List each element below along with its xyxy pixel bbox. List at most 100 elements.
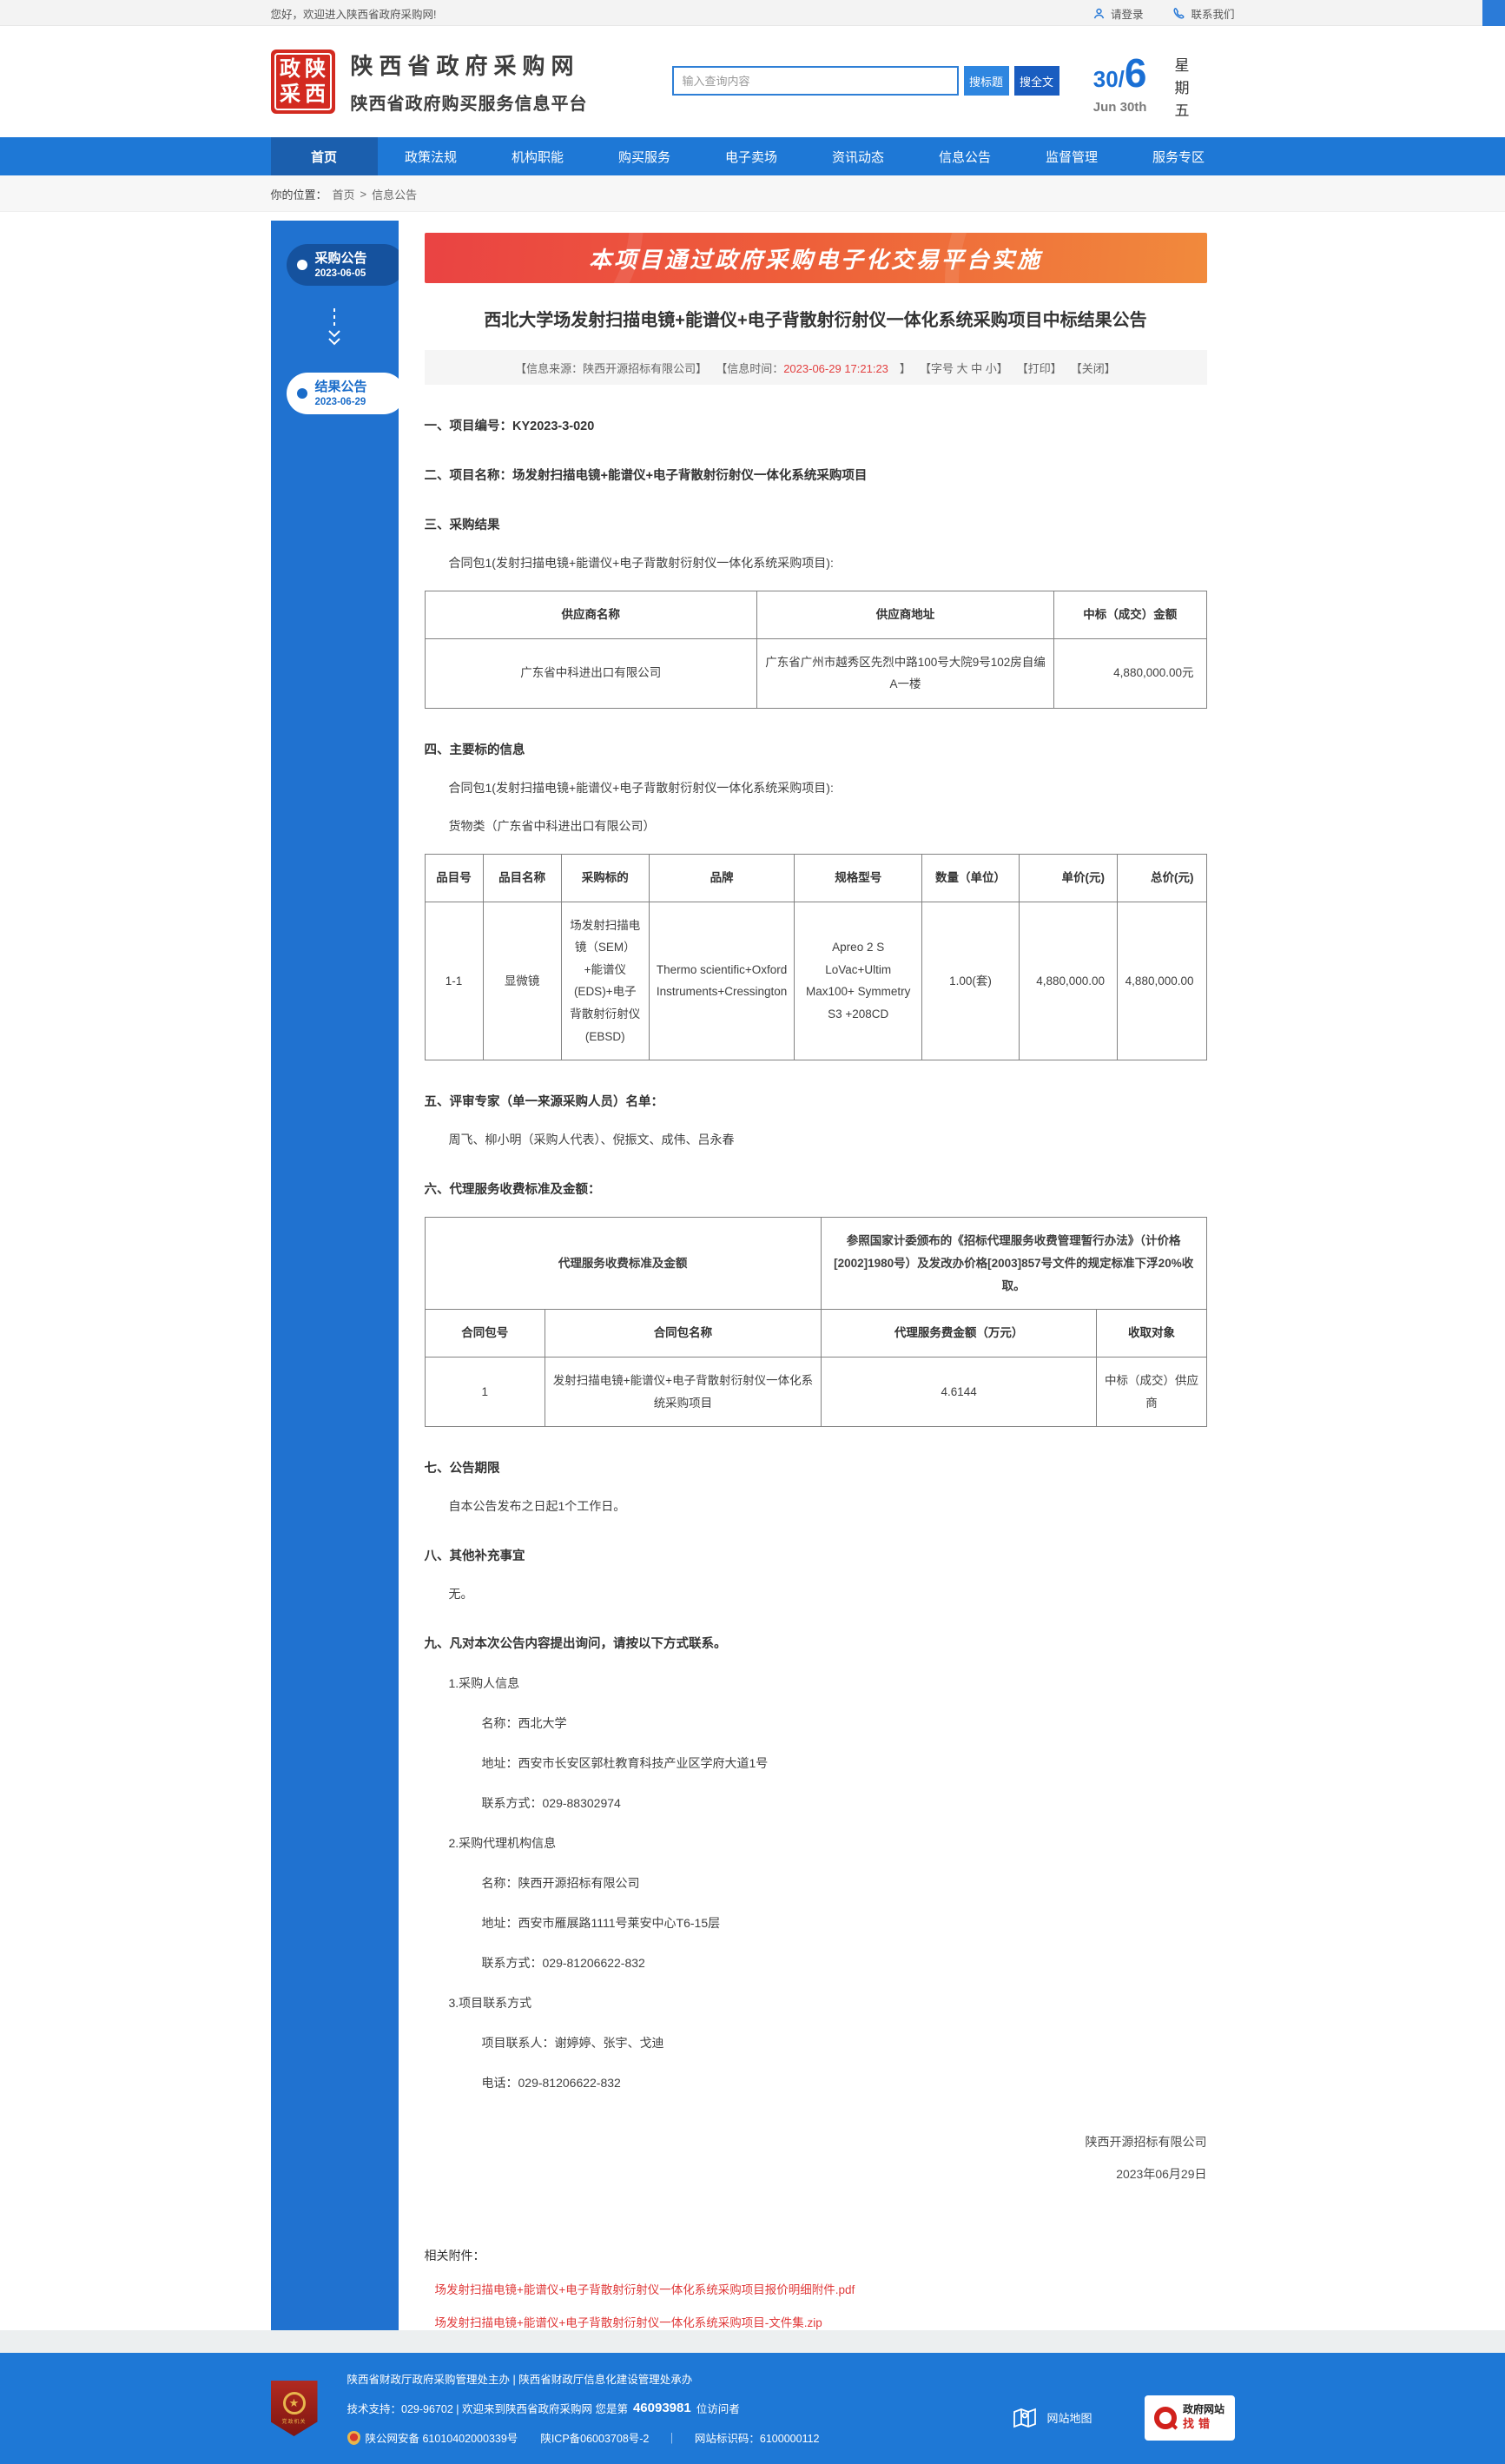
nav-item-home[interactable]: 首页 xyxy=(270,137,378,175)
login-label: 请登录 xyxy=(1110,8,1144,21)
sidebar-item-date: 2023-06-29 xyxy=(314,397,366,407)
column-header: 品牌 xyxy=(648,853,795,902)
breadcrumb-sep: > xyxy=(360,187,367,201)
page-title: 西北大学场发射扫描电镜+能谱仪+电子背散射衍射仪一体化系统采购项目中标结果公告 xyxy=(484,311,1147,330)
nav-item-emall[interactable]: 电子卖场 xyxy=(724,149,777,165)
items-table: 品目号 品目名称 采购标的 品牌 规格型号 数量（单位） 单价(元) 总价(元)… xyxy=(424,853,1207,1061)
sidebar-item-label: 结果公告 xyxy=(314,380,367,394)
footer-support-prefix: 技术支持：029-96702 | 欢迎来到陕西省政府采购网 您是第 xyxy=(347,2403,628,2416)
breadcrumb-current[interactable]: 信息公告 xyxy=(372,188,418,201)
nav-item-functions[interactable]: 机构职能 xyxy=(511,149,564,165)
government-badge-icon: ★ 党政机关 xyxy=(270,2381,318,2437)
agency-info-title: 2.采购代理机构信息 xyxy=(448,1836,557,1851)
attachment-link-pdf[interactable]: 场发射扫描电镜+能谱仪+电子背散射衍射仪一体化系统采购项目报价明细附件.pdf xyxy=(434,2283,855,2297)
site-name: 陕西省政府采购网 xyxy=(350,53,580,79)
column-header: 代理服务费金额（万元） xyxy=(820,1309,1098,1358)
supplier-table: 供应商名称 供应商地址 中标（成交）金额 广东省中科进出口有限公司 广东省广州市… xyxy=(424,591,1207,709)
visitor-count: 46093981 xyxy=(632,2401,691,2416)
logo-char: 采 xyxy=(280,82,300,106)
phone-icon xyxy=(1173,7,1185,18)
government-badge-label: 党政机关 xyxy=(281,2420,307,2426)
sitemap-link[interactable]: 网站地图 xyxy=(1012,2405,1092,2431)
font-size-control[interactable]: 【字号 大 中 小】 xyxy=(919,361,1008,375)
brand-cell: Thermo scientific+Oxford Instruments+Cre… xyxy=(648,901,795,1061)
unit-price-cell: 4,880,000.00 xyxy=(1018,901,1119,1061)
announcement-period-text: 自本公告发布之日起1个工作日。 xyxy=(448,1499,626,1514)
contact-line: 地址：西安市雁展路1111号莱安中心T6-15层 xyxy=(481,1916,721,1931)
footer-support-line: 技术支持：029-96702 | 欢迎来到陕西省政府采购网 您是第 460939… xyxy=(347,2400,820,2416)
contract-package-note: 合同包1(发射扫描电镜+能谱仪+电子背散射衍射仪一体化系统采购项目): xyxy=(448,556,834,570)
breadcrumb-home-link[interactable]: 首页 xyxy=(332,188,355,201)
section-2-heading: 二、项目名称：场发射扫描电镜+能谱仪+电子背散射衍射仪一体化系统采购项目 xyxy=(424,469,868,483)
nav-item-service-zone[interactable]: 服务专区 xyxy=(1152,149,1205,165)
meta-time-value: 2023-06-29 17:21:23 xyxy=(783,361,888,375)
award-amount-cell: 4,880,000.00元 xyxy=(1053,637,1207,709)
icp-beian-link[interactable]: 陕ICP备06003708号-2 xyxy=(540,2433,650,2446)
footer-beian-line: 陕公网安备 61010402000339号 陕ICP备06003708号-2 ｜… xyxy=(347,2429,820,2446)
article-content: 本项目通过政府采购电子化交易平台实施 西北大学场发射扫描电镜+能谱仪+电子背散射… xyxy=(398,221,1235,2331)
section-4-heading: 四、主要标的信息 xyxy=(424,743,525,757)
table-row: 1 发射扫描电镜+能谱仪+电子背散射衍射仪一体化系统采购项目 4.6144 中标… xyxy=(424,1356,1207,1428)
contact-label: 联系我们 xyxy=(1191,8,1235,21)
search-input[interactable] xyxy=(671,66,959,96)
other-matters-text: 无。 xyxy=(448,1587,473,1602)
attachments-block: 相关附件： 场发射扫描电镜+能谱仪+电子背散射衍射仪一体化系统采购项目报价明细附… xyxy=(425,2247,1207,2330)
agency-fee-cell: 4.6144 xyxy=(820,1356,1098,1428)
topbar-corner-widget[interactable] xyxy=(1482,0,1505,26)
sidebar-item-procurement-notice[interactable]: 采购公告 2023-06-05 xyxy=(286,244,405,286)
goods-category-note: 货物类（广东省中科进出口有限公司） xyxy=(448,818,656,833)
column-header: 单价(元) xyxy=(1018,853,1119,902)
section-9-heading: 九、凡对本次公告内容提出询问，请按以下方式联系。 xyxy=(424,1637,727,1652)
beian-divider: ｜ xyxy=(666,2433,677,2446)
section-5-heading: 五、评审专家（单一来源采购人员）名单： xyxy=(424,1095,664,1110)
meta-time: 【信息时间：2023-06-29 17:21:23 】 xyxy=(716,360,911,376)
site-logo[interactable]: 政 陕 采 西 xyxy=(270,50,335,114)
footer: ★ 党政机关 陕西省财政厅政府采购管理处主办 | 陕西省财政厅信息化建设管理处承… xyxy=(0,2353,1505,2464)
site-subtitle: 陕西省政府购买服务信息平台 xyxy=(350,95,588,114)
project-contact-title: 3.项目联系方式 xyxy=(448,1996,532,2011)
nav-item-announcements[interactable]: 信息公告 xyxy=(938,149,991,165)
package-name-cell: 发射扫描电镜+能谱仪+电子背散射衍射仪一体化系统采购项目 xyxy=(545,1356,822,1428)
contact-line: 名称：西北大学 xyxy=(481,1716,567,1731)
footer-organizer-line: 陕西省财政厅政府采购管理处主办 | 陕西省财政厅信息化建设管理处承办 xyxy=(347,2374,693,2387)
police-beian-link[interactable]: 陕公网安备 61010402000339号 xyxy=(365,2433,518,2446)
login-link[interactable]: 请登录 xyxy=(1092,5,1144,22)
search-title-button[interactable]: 搜标题 xyxy=(963,66,1009,96)
logo-char: 西 xyxy=(305,82,326,106)
nav-item-news[interactable]: 资讯动态 xyxy=(831,149,884,165)
contact-link[interactable]: 联系我们 xyxy=(1172,5,1235,22)
table-row: 广东省中科进出口有限公司 广东省广州市越秀区先烈中路100号大院9号102房自编… xyxy=(424,637,1207,709)
date-month: 6 xyxy=(1124,50,1147,96)
site-code-label: 网站标识码：6100000112 xyxy=(694,2433,820,2446)
footer-support-suffix: 位访问者 xyxy=(696,2403,740,2416)
contact-info: 1.采购人信息 名称：西北大学 地址：西安市长安区郭杜教育科技产业区学府大道1号… xyxy=(449,1675,1207,2091)
section-8-heading: 八、其他补充事宜 xyxy=(424,1549,525,1564)
meta-time-prefix: 【信息时间： xyxy=(716,361,784,375)
signature-company: 陕西开源招标有限公司 xyxy=(1085,2135,1207,2150)
arrow-down-icon xyxy=(328,308,340,346)
close-button[interactable]: 【关闭】 xyxy=(1070,361,1116,375)
nav-item-supervision[interactable]: 监督管理 xyxy=(1045,149,1098,165)
nav-item-purchase-services[interactable]: 购买服务 xyxy=(617,149,670,165)
user-icon xyxy=(1093,8,1105,18)
column-header: 合同包号 xyxy=(424,1309,546,1358)
search-bar: 搜标题 搜全文 xyxy=(671,66,1059,96)
item-no-cell: 1-1 xyxy=(424,901,484,1061)
timeline-dot-icon xyxy=(296,260,307,270)
gov-site-error-report-badge[interactable]: 政府网站 找错 xyxy=(1144,2395,1235,2441)
attachment-link-zip[interactable]: 场发射扫描电镜+能谱仪+电子背散射衍射仪一体化系统采购项目-文件集.zip xyxy=(434,2316,822,2330)
meta-time-suffix: 】 xyxy=(888,361,911,375)
print-button[interactable]: 【打印】 xyxy=(1016,361,1062,375)
attachments-label: 相关附件： xyxy=(424,2249,485,2263)
nav-item-policies[interactable]: 政策法规 xyxy=(404,149,457,165)
purchaser-info-title: 1.采购人信息 xyxy=(448,1676,520,1691)
total-price-cell: 4,880,000.00 xyxy=(1117,901,1207,1061)
section-7-heading: 七、公告期限 xyxy=(424,1462,500,1476)
sidebar-item-result-notice[interactable]: 结果公告 2023-06-29 xyxy=(286,373,405,414)
quantity-cell: 1.00(套) xyxy=(921,901,1020,1061)
article-meta-bar: 【信息来源：陕西开源招标有限公司】 【信息时间：2023-06-29 17:21… xyxy=(424,350,1207,385)
signature-date: 2023年06月29日 xyxy=(1116,2166,1207,2181)
search-fulltext-button[interactable]: 搜全文 xyxy=(1013,66,1059,96)
meta-source: 【信息来源：陕西开源招标有限公司】 xyxy=(515,361,708,375)
item-name-cell: 显微镜 xyxy=(482,901,562,1061)
